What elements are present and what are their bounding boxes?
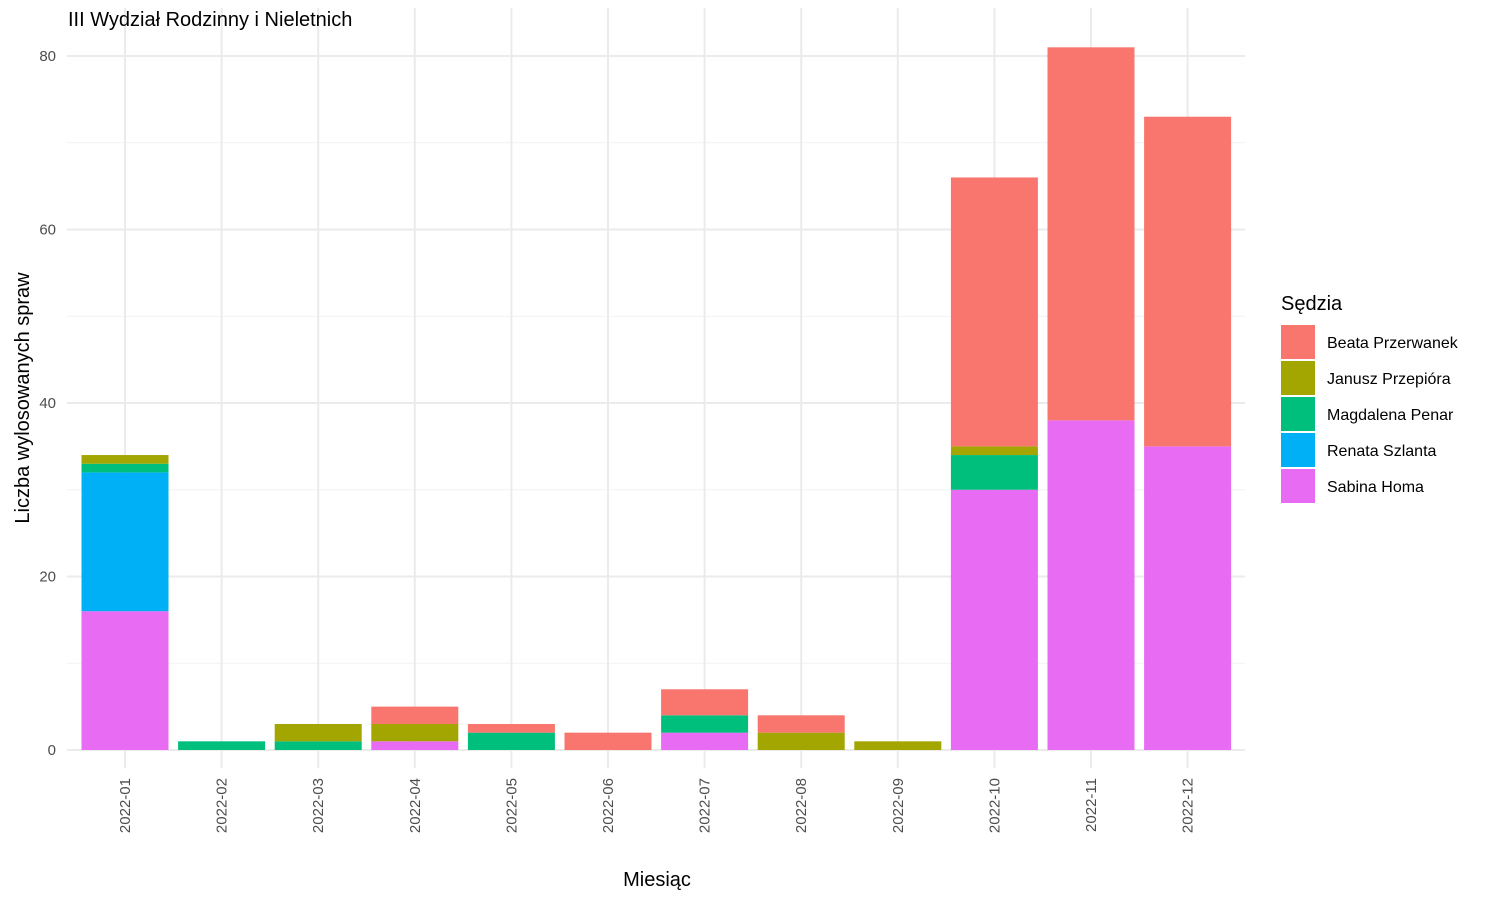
bar-segment xyxy=(274,741,362,750)
bar-segment xyxy=(757,732,845,750)
legend-label: Renata Szlanta xyxy=(1327,443,1437,460)
x-tick-label: 2022-07 xyxy=(697,778,714,833)
chart-title: III Wydział Rodzinny i Nieletnich xyxy=(68,9,352,31)
legend-label: Sabina Homa xyxy=(1327,479,1424,496)
bar-segment xyxy=(467,723,555,733)
bars xyxy=(81,47,1232,750)
x-tick-label: 2022-04 xyxy=(407,778,424,833)
bar-segment xyxy=(371,706,459,724)
bar-segment xyxy=(467,732,555,750)
x-tick-label: 2022-08 xyxy=(793,778,810,833)
gridlines xyxy=(67,8,1245,768)
y-tick-label: 60 xyxy=(39,222,56,239)
bar-segment xyxy=(1144,116,1232,447)
legend-label: Janusz Przepióra xyxy=(1327,371,1451,388)
bar-segment xyxy=(371,723,459,742)
y-axis-ticks: 0 20 40 60 80 xyxy=(39,48,56,759)
bar-segment xyxy=(178,741,266,750)
bar-segment xyxy=(274,723,362,742)
bar-segment xyxy=(950,489,1038,750)
legend-key xyxy=(1281,325,1315,359)
x-tick-label: 2022-02 xyxy=(214,778,231,833)
legend-key xyxy=(1281,469,1315,503)
bar-segment xyxy=(950,177,1038,447)
bar-segment xyxy=(81,463,169,473)
legend-key xyxy=(1281,397,1315,431)
bar-segment xyxy=(1047,47,1135,421)
legend-label: Beata Przerwanek xyxy=(1327,335,1459,352)
x-tick-label: 2022-03 xyxy=(310,778,327,833)
legend-key xyxy=(1281,433,1315,467)
y-axis-title: Liczba wylosowanych spraw xyxy=(12,272,34,524)
legend-title: Sędzia xyxy=(1281,293,1343,315)
legend-key xyxy=(1281,361,1315,395)
bar-segment xyxy=(757,715,845,733)
x-tick-label: 2022-05 xyxy=(503,778,520,833)
x-axis-title: Miesiąc xyxy=(623,869,691,891)
x-tick-label: 2022-09 xyxy=(890,778,907,833)
bar-segment xyxy=(950,446,1038,456)
y-tick-label: 80 xyxy=(39,48,56,65)
bar-segment xyxy=(661,689,749,716)
legend-label: Magdalena Penar xyxy=(1327,407,1454,424)
x-tick-label: 2022-12 xyxy=(1180,778,1197,833)
y-tick-label: 20 xyxy=(39,569,56,586)
x-tick-label: 2022-10 xyxy=(986,778,1003,833)
bar-segment xyxy=(1144,446,1232,750)
bar-segment xyxy=(854,741,942,750)
bar-segment xyxy=(81,611,169,750)
bar-segment xyxy=(81,472,169,612)
x-tick-label: 2022-11 xyxy=(1083,778,1100,832)
bar-segment xyxy=(661,732,749,750)
bar-segment xyxy=(661,715,749,733)
y-tick-label: 40 xyxy=(39,395,56,412)
x-tick-label: 2022-06 xyxy=(600,778,617,833)
x-axis-ticks: 2022-01 2022-02 2022-03 2022-04 2022-05 2022-… xyxy=(117,778,1197,833)
bar-segment xyxy=(1047,420,1135,750)
bar-segment xyxy=(950,455,1038,490)
x-tick-label: 2022-01 xyxy=(117,778,134,833)
bar-segment xyxy=(371,741,459,750)
legend: Sędzia Beata Przerwanek Janusz Przepióra M… xyxy=(1281,293,1459,503)
bar-segment xyxy=(81,455,169,464)
y-tick-label: 0 xyxy=(48,742,56,759)
bar-segment xyxy=(564,732,652,750)
